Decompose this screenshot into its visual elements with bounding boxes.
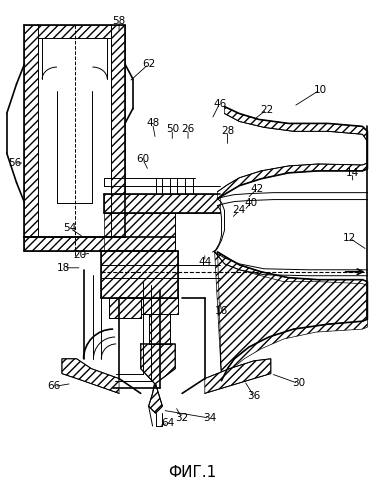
Text: 40: 40: [244, 198, 258, 207]
Polygon shape: [141, 298, 178, 314]
Text: 26: 26: [181, 124, 195, 134]
Text: 10: 10: [314, 85, 327, 95]
Text: 64: 64: [162, 418, 175, 428]
Text: 18: 18: [57, 263, 71, 273]
Polygon shape: [62, 359, 119, 394]
Text: 58: 58: [112, 16, 126, 26]
Text: 66: 66: [47, 382, 61, 392]
Polygon shape: [101, 251, 178, 298]
Text: 46: 46: [213, 98, 226, 108]
Text: 24: 24: [233, 206, 246, 216]
Polygon shape: [24, 24, 38, 237]
Polygon shape: [141, 344, 175, 413]
Polygon shape: [215, 252, 367, 380]
Text: 48: 48: [146, 118, 159, 128]
Text: 36: 36: [248, 392, 261, 402]
Text: 14: 14: [346, 168, 359, 178]
Polygon shape: [149, 314, 170, 344]
Text: 50: 50: [166, 124, 179, 134]
Text: 56: 56: [8, 158, 21, 168]
Text: 22: 22: [260, 104, 274, 115]
Polygon shape: [24, 237, 175, 251]
Text: 54: 54: [63, 223, 76, 233]
Polygon shape: [38, 24, 111, 38]
Text: 20: 20: [73, 250, 86, 260]
Polygon shape: [109, 298, 141, 318]
Text: 12: 12: [343, 233, 356, 243]
Text: ФИГ.1: ФИГ.1: [168, 465, 216, 480]
Text: 62: 62: [142, 59, 155, 69]
Text: 32: 32: [175, 413, 189, 423]
Text: 30: 30: [292, 378, 305, 388]
Polygon shape: [205, 359, 271, 394]
Polygon shape: [104, 194, 220, 214]
Text: 42: 42: [250, 184, 264, 194]
Text: 60: 60: [136, 154, 149, 164]
Text: 34: 34: [203, 413, 216, 423]
Polygon shape: [104, 214, 175, 251]
Polygon shape: [218, 106, 367, 198]
Text: 28: 28: [221, 126, 234, 136]
Text: 44: 44: [198, 257, 211, 267]
Text: 16: 16: [215, 306, 228, 316]
Polygon shape: [111, 24, 125, 237]
